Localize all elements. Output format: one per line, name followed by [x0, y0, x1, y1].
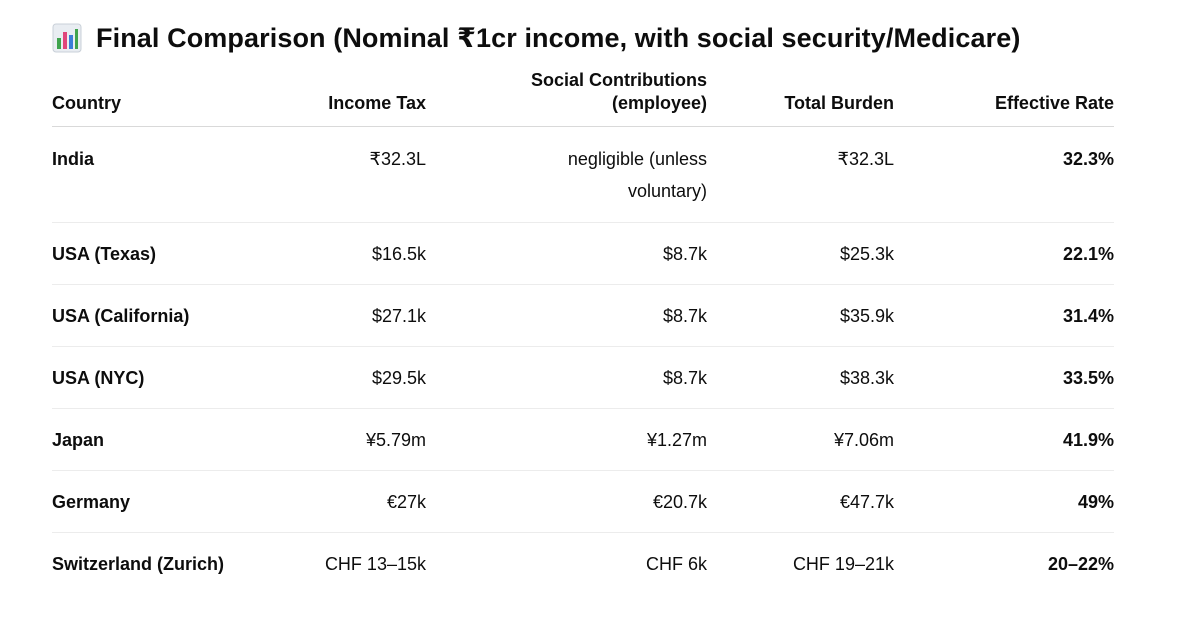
cell-social: $8.7k: [426, 284, 707, 347]
header-country: Country: [52, 68, 282, 127]
cell-income-tax: €27k: [282, 470, 426, 533]
cell-income-tax: CHF 13–15k: [324, 554, 426, 574]
cell-total-burden: $25.3k: [707, 222, 894, 285]
header-social-line2: (employee): [611, 93, 707, 113]
cell-social: $8.7k: [426, 222, 707, 285]
table-header-row: Country Income Tax Social Contributions (…: [52, 68, 1114, 127]
cell-effective-rate: 20–22%: [1047, 554, 1114, 574]
cell-effective-rate: 32.3%: [894, 126, 1114, 223]
header-social-contributions: Social Contributions (employee): [426, 68, 707, 127]
table-row: Japan ¥5.79m ¥1.27m ¥7.06m 41.9%: [52, 408, 1114, 471]
cell-income-tax: ₹32.3L: [282, 126, 426, 223]
cell-income-tax: ¥5.79m: [282, 408, 426, 471]
cell-social: CHF 6k: [645, 554, 707, 574]
cell-total-burden: $38.3k: [707, 346, 894, 409]
cell-social: €20.7k: [426, 470, 707, 533]
cell-social-line2: voluntary): [627, 181, 707, 201]
cell-effective-rate: 41.9%: [894, 408, 1114, 471]
cell-country: Switzerland (Zurich): [52, 554, 225, 574]
cell-income-tax: $29.5k: [282, 346, 426, 409]
cell-social-line1: negligible (unless: [567, 149, 707, 169]
comparison-table: Country Income Tax Social Contributions (…: [52, 68, 1114, 594]
table-row: USA (California) $27.1k $8.7k $35.9k 31.…: [52, 284, 1114, 347]
cell-country: USA (California): [52, 284, 282, 347]
header-income-tax: Income Tax: [282, 68, 426, 127]
table-row: USA (Texas) $16.5k $8.7k $25.3k 22.1%: [52, 222, 1114, 285]
page-title: Final Comparison (Nominal ₹1cr income, w…: [96, 22, 1021, 53]
cell-total-burden: CHF 19–21k: [792, 554, 894, 574]
cell-social: negligible (unless voluntary): [426, 126, 707, 223]
cell-income-tax: $27.1k: [282, 284, 426, 347]
cell-total-burden: €47.7k: [707, 470, 894, 533]
cell-total-burden: ₹32.3L: [707, 126, 894, 223]
cell-social: $8.7k: [426, 346, 707, 409]
header-total-burden: Total Burden: [707, 68, 894, 127]
page-heading: Final Comparison (Nominal ₹1cr income, w…: [52, 18, 1020, 58]
table-row: India ₹32.3L negligible (unless voluntary…: [52, 126, 1114, 223]
header-effective-rate: Effective Rate: [894, 68, 1114, 127]
cell-country: India: [52, 126, 282, 223]
cell-country: Japan: [52, 408, 282, 471]
bar-chart-icon: [52, 23, 82, 53]
cell-total-burden: ¥7.06m: [707, 408, 894, 471]
cell-country: USA (NYC): [52, 346, 282, 409]
cell-effective-rate: 31.4%: [894, 284, 1114, 347]
table-row: USA (NYC) $29.5k $8.7k $38.3k 33.5%: [52, 346, 1114, 409]
cell-income-tax: $16.5k: [282, 222, 426, 285]
cell-social: ¥1.27m: [426, 408, 707, 471]
cell-total-burden: $35.9k: [707, 284, 894, 347]
header-social-line1: Social Contributions: [530, 70, 707, 90]
cell-country: Germany: [52, 470, 282, 533]
cell-effective-rate: 22.1%: [894, 222, 1114, 285]
table-row: Germany €27k €20.7k €47.7k 49%: [52, 470, 1114, 533]
cell-effective-rate: 33.5%: [894, 346, 1114, 409]
table-row: Switzerland (Zurich) CHF 13–15k CHF 6k C…: [52, 533, 1114, 595]
cell-effective-rate: 49%: [894, 470, 1114, 533]
cell-country: USA (Texas): [52, 222, 282, 285]
